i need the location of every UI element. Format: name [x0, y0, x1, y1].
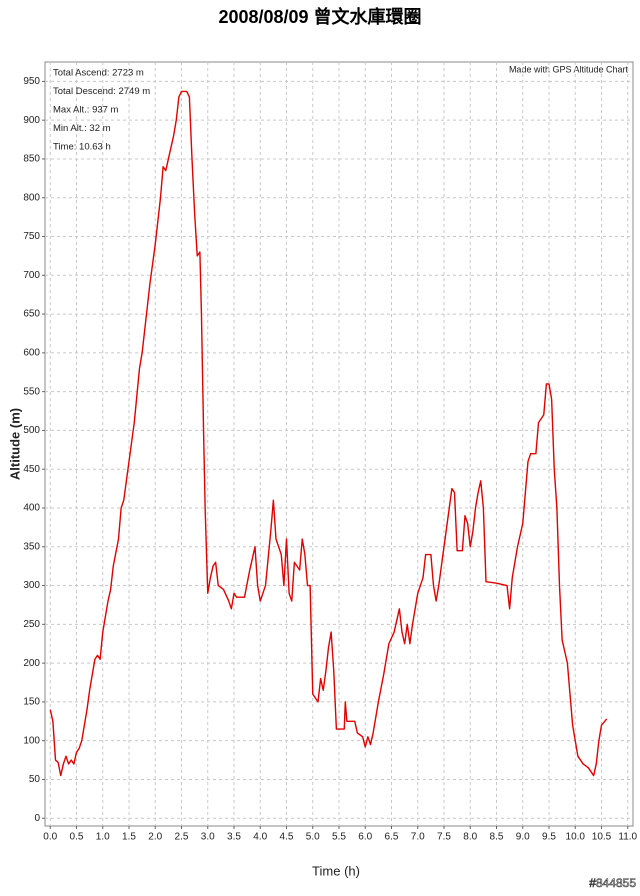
x-tick-label: 3.0: [201, 832, 215, 843]
y-tick-label: 600: [23, 348, 40, 359]
y-tick-label: 750: [23, 231, 40, 242]
x-tick-label: 1.5: [122, 832, 136, 843]
x-tick-label: 4.0: [253, 832, 267, 843]
x-tick-label: 7.5: [437, 832, 451, 843]
x-tick-label: 0.5: [70, 832, 84, 843]
watermark: #844855: [589, 876, 636, 890]
y-tick-label: 450: [23, 464, 40, 475]
x-tick-label: 9.5: [542, 832, 556, 843]
y-tick-label: 550: [23, 386, 40, 397]
y-tick-label: 50: [29, 774, 41, 785]
altitude-line: [49, 90, 608, 777]
y-tick-label: 300: [23, 580, 40, 591]
x-tick-label: 5.5: [332, 832, 346, 843]
y-tick-label: 400: [23, 503, 40, 514]
y-tick-label: 200: [23, 658, 40, 669]
x-tick-label: 8.5: [490, 832, 504, 843]
x-tick-label: 9.0: [516, 832, 530, 843]
x-tick-label: 6.5: [385, 832, 399, 843]
annotation: Max Alt.: 937 m: [53, 105, 119, 116]
y-tick-label: 150: [23, 697, 40, 708]
annotation: Time: 10.63 h: [53, 142, 111, 153]
x-tick-label: 10.0: [566, 832, 586, 843]
y-axis-label: Altitude (m): [7, 408, 22, 480]
y-tick-label: 350: [23, 541, 40, 552]
y-tick-label: 850: [23, 154, 40, 165]
x-tick-label: 4.5: [280, 832, 294, 843]
y-tick-label: 0: [34, 813, 40, 824]
y-tick-label: 900: [23, 115, 40, 126]
x-tick-label: 8.0: [463, 832, 477, 843]
y-tick-label: 700: [23, 270, 40, 281]
annotation: Total Descend: 2749 m: [53, 86, 150, 97]
y-tick-label: 100: [23, 735, 40, 746]
y-tick-label: 650: [23, 309, 40, 320]
x-tick-label: 7.0: [411, 832, 425, 843]
x-tick-label: 1.0: [96, 832, 110, 843]
y-tick-label: 500: [23, 425, 40, 436]
x-tick-label: 3.5: [227, 832, 241, 843]
chart-title: 2008/08/09 曾文水庫環圈: [218, 6, 421, 27]
x-tick-label: 11.0: [618, 832, 637, 843]
y-tick-label: 250: [23, 619, 40, 630]
x-tick-label: 5.0: [306, 832, 320, 843]
x-tick-label: 2.0: [148, 832, 162, 843]
x-tick-label: 10.5: [592, 832, 612, 843]
y-tick-label: 950: [23, 76, 40, 87]
x-tick-label: 2.5: [175, 832, 189, 843]
credit: Made with GPS Altitude Chart: [509, 64, 629, 74]
y-tick-label: 800: [23, 192, 40, 203]
x-tick-label: 6.0: [358, 832, 372, 843]
annotation: Total Ascend: 2723 m: [53, 68, 144, 79]
x-axis-label: Time (h): [312, 863, 360, 878]
annotation: Min Alt.: 32 m: [53, 123, 111, 134]
x-tick-label: 0.0: [43, 832, 57, 843]
